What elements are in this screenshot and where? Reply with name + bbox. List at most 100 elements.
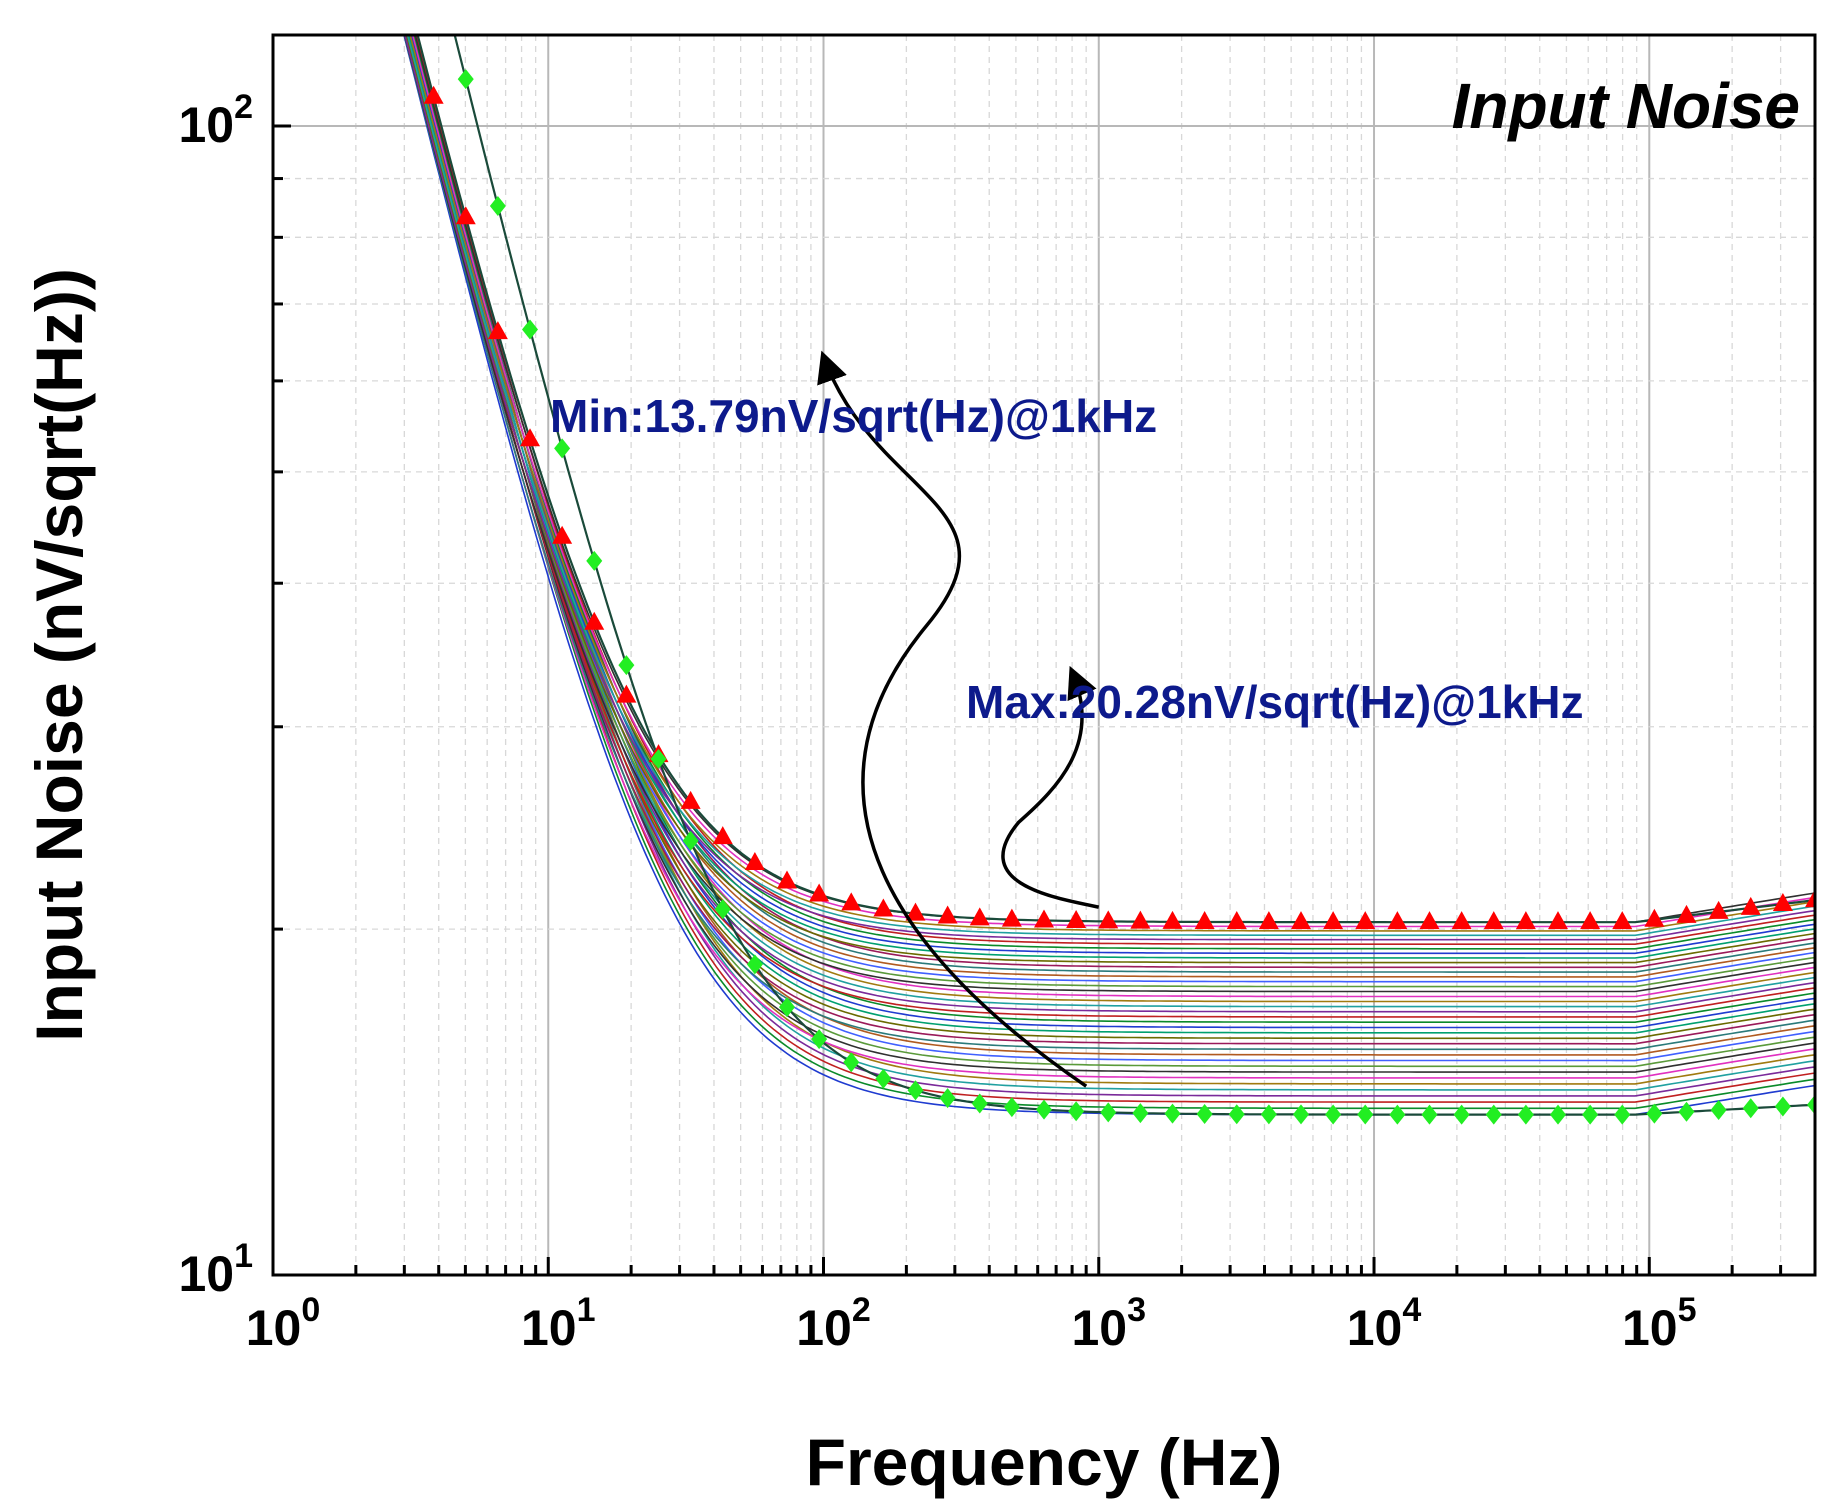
series-max-marker [1258, 911, 1279, 930]
x-tick-label: 100 [246, 1291, 321, 1356]
noise-curve [410, 35, 1815, 955]
series-min-marker [1132, 1103, 1149, 1124]
annotation-max-arrow [1001, 665, 1100, 909]
grid [273, 35, 1815, 1275]
series-min-marker [843, 1052, 860, 1073]
series-min-marker [746, 954, 763, 975]
noise-curve [411, 35, 1815, 978]
series-min-marker [1389, 1104, 1406, 1125]
series-min-marker [1550, 1104, 1566, 1125]
annotation-max: Max:20.28nV/sqrt(Hz)@1kHz [966, 676, 1583, 728]
series-min-marker [907, 1080, 924, 1101]
annotation-min-arrow [817, 350, 1088, 1088]
series-max-marker [520, 428, 540, 447]
series-min-marker [1003, 1097, 1020, 1118]
noise-curve [407, 35, 1815, 959]
series-min-marker [1164, 1103, 1181, 1124]
noise-curve [409, 35, 1815, 932]
series-max-marker [584, 611, 605, 630]
series-min-marker [1710, 1100, 1727, 1121]
noise-curve [416, 35, 1815, 1023]
series-min-marker [1196, 1103, 1213, 1124]
series-min-marker [1325, 1104, 1342, 1125]
series-max-marker [455, 206, 476, 225]
series-max-marker [777, 870, 797, 889]
curve-markers [423, 69, 1815, 1125]
series-min-marker [682, 830, 699, 851]
series-min-marker [875, 1068, 892, 1089]
noise-curve [414, 35, 1815, 1056]
series-max-marker [487, 321, 508, 340]
series-min-marker [1614, 1104, 1631, 1125]
noise-curves [403, 35, 1815, 1116]
series-max-marker [552, 525, 573, 544]
series-min-marker [1421, 1104, 1438, 1125]
y-axis-title: Input Noise (nV/sqrt(Hz)) [22, 268, 96, 1042]
series-max-marker [1387, 911, 1408, 930]
series-max-marker [1772, 893, 1793, 912]
series-min-marker [1646, 1103, 1663, 1124]
x-tick-label: 102 [796, 1291, 871, 1356]
series-max-marker [1323, 911, 1344, 930]
noise-curve [404, 35, 1815, 941]
x-tick-label: 103 [1071, 1291, 1146, 1356]
series-max-marker [1805, 889, 1815, 908]
series-max-marker [1419, 911, 1440, 930]
plot-frame [271, 33, 1817, 1277]
noise-curve [412, 35, 1815, 1062]
noise-curve [408, 35, 1815, 1103]
series-max-marker [841, 892, 862, 911]
series-max-marker [1483, 911, 1504, 930]
series-max-marker [809, 883, 830, 902]
noise-curve [416, 35, 1815, 969]
series-min-marker [971, 1093, 988, 1114]
noise-curve [411, 35, 1815, 1034]
noise-curve [410, 35, 1815, 1008]
annotation-arrows [817, 350, 1100, 1088]
series-max-marker [1740, 896, 1761, 915]
series-max-marker [1515, 911, 1536, 930]
series-max-marker [873, 898, 894, 917]
series-max-marker [1451, 911, 1472, 930]
series-max-marker [616, 684, 637, 703]
noise-curve [406, 35, 1815, 937]
series-min-marker [1068, 1101, 1085, 1122]
series-min-marker [1485, 1104, 1502, 1125]
series-max-marker [1226, 911, 1247, 930]
x-axis-title: Frequency (Hz) [806, 1425, 1283, 1499]
series-max-marker [1548, 911, 1568, 930]
series-max-marker [1676, 904, 1697, 923]
noise-curve [406, 35, 1815, 988]
series-max-marker [1066, 910, 1087, 929]
noise-curve [413, 35, 1815, 1029]
noise-curve [412, 35, 1815, 950]
series-min-marker [457, 69, 474, 90]
series-max-marker [1580, 911, 1601, 930]
series-min-marker [939, 1088, 956, 1109]
series-max-marker [937, 905, 958, 924]
series-min-marker [1293, 1104, 1309, 1125]
series-max-marker [423, 85, 444, 104]
series-min-marker [522, 319, 538, 340]
series-max-marker [1708, 900, 1729, 919]
noise-curve [404, 35, 1815, 1018]
noise-curve [408, 35, 1815, 1040]
series-max-marker [712, 826, 733, 845]
series-min-marker [1357, 1104, 1374, 1125]
series-min-marker [1036, 1099, 1052, 1120]
series-min-marker [489, 195, 506, 216]
noise-curve [409, 35, 1815, 1068]
noise-curve [403, 35, 1815, 993]
series-min-marker [1678, 1101, 1695, 1122]
series-min-marker [1260, 1104, 1277, 1125]
series-max-marker [1162, 910, 1183, 929]
noise-curve [406, 35, 1815, 1045]
noise-curve [405, 35, 1815, 964]
series-max-marker [1098, 910, 1119, 929]
series-max-marker [680, 790, 701, 809]
series-max-marker [1194, 910, 1215, 929]
x-tick-label: 101 [521, 1291, 596, 1356]
series-min-marker [586, 550, 603, 571]
x-tick-label: 104 [1347, 1291, 1422, 1356]
series-max-marker [969, 907, 990, 926]
